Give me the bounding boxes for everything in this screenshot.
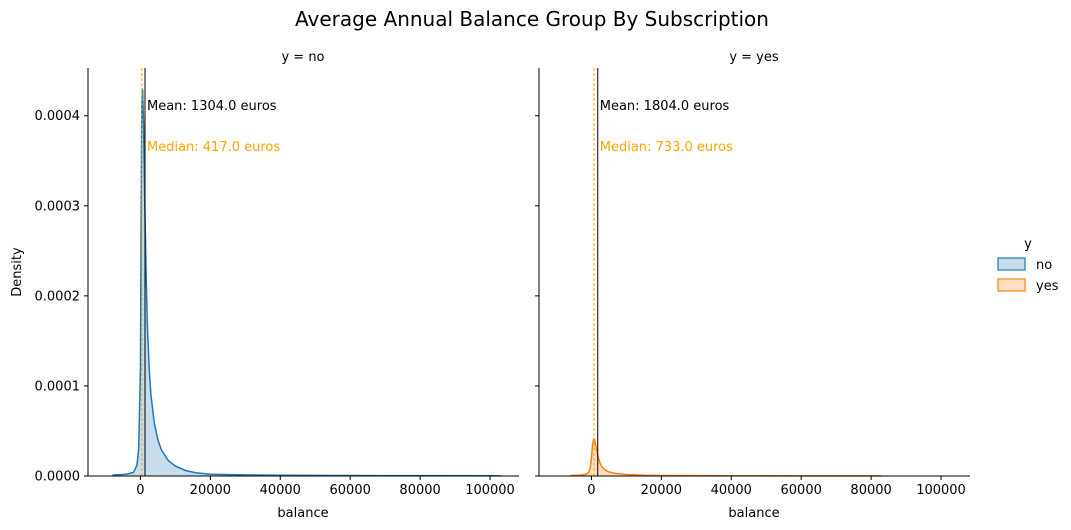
mean-label-no: Mean: 1304.0 euros	[147, 99, 277, 114]
kde-line-no	[112, 88, 501, 477]
x-axis-label-yes: balance	[728, 506, 779, 521]
y-axis-yes	[535, 68, 540, 477]
median-label-yes: Median: 733.0 euros	[600, 140, 733, 155]
x-tick-label: 0	[136, 483, 144, 498]
x-axis-yes: 0 20000 40000 60000 80000 100000	[539, 475, 970, 498]
panel-title-no: y = no	[281, 50, 324, 65]
x-tick-label: 60000	[330, 483, 371, 498]
legend-label-no: no	[1036, 258, 1052, 273]
y-tick-label: 0.0002	[35, 289, 81, 304]
median-label-no: Median: 417.0 euros	[147, 140, 280, 155]
y-tick-label: 0.0004	[35, 109, 81, 124]
x-tick-label: 20000	[641, 483, 682, 498]
x-tick-label: 40000	[260, 483, 301, 498]
y-tick-label: 0.0000	[35, 470, 81, 485]
chart-title: Average Annual Balance Group By Subscrip…	[295, 7, 769, 31]
x-tick-label: 40000	[711, 483, 752, 498]
y-tick-label: 0.0003	[35, 199, 81, 214]
x-tick-label: 80000	[399, 483, 440, 498]
x-tick-label: 100000	[465, 483, 515, 498]
x-axis-no: 0 20000 40000 60000 80000 100000	[88, 475, 519, 498]
y-axis-no: 0.0000 0.0001 0.0002 0.0003 0.0004	[35, 68, 89, 485]
legend-title: y	[1024, 237, 1032, 252]
legend-swatch-yes	[997, 278, 1026, 292]
x-tick-label: 0	[587, 483, 595, 498]
legend-label-yes: yes	[1036, 279, 1059, 294]
y-tick-label: 0.0001	[35, 379, 81, 394]
x-tick-label: 80000	[850, 483, 891, 498]
legend: y no yes	[997, 237, 1059, 294]
kde-area-yes	[570, 439, 882, 476]
panel-no: y = no Mean: 1304.0 euros Median: 417.0 …	[35, 50, 519, 521]
x-tick-label: 60000	[781, 483, 822, 498]
mean-label-yes: Mean: 1804.0 euros	[600, 99, 730, 114]
x-tick-label: 100000	[916, 483, 966, 498]
kde-line-yes	[570, 437, 882, 477]
legend-swatch-no	[997, 257, 1026, 271]
kde-area-no	[112, 88, 501, 476]
x-tick-label: 20000	[190, 483, 231, 498]
x-axis-label-no: balance	[277, 506, 328, 521]
panel-title-yes: y = yes	[729, 50, 779, 65]
panel-yes: y = yes Mean: 1804.0 euros Median: 733.0…	[535, 50, 970, 521]
y-axis-label: Density	[10, 247, 25, 297]
